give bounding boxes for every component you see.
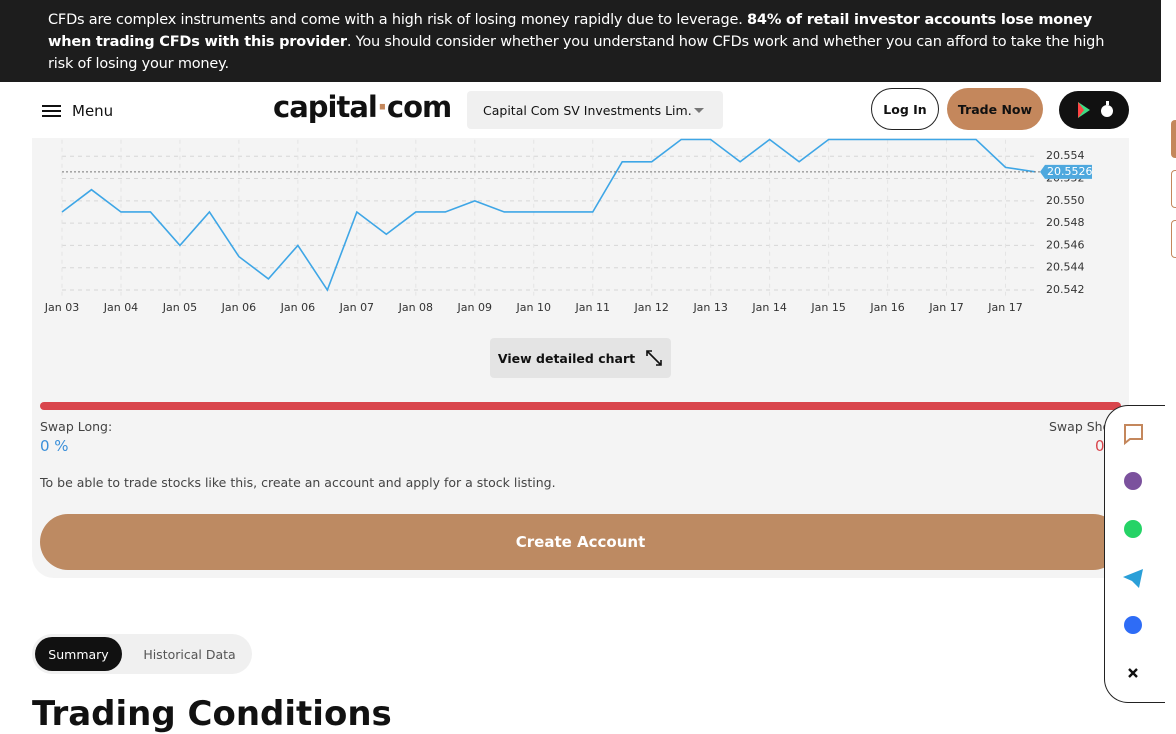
entity-select[interactable]: Capital Com SV Investments Lim... (467, 91, 723, 129)
detail-chart-label: View detailed chart (497, 350, 636, 366)
risk-text: CFDs are complex instruments and come wi… (48, 9, 1118, 75)
header: Menu capital·com Capital Com SV Investme… (0, 82, 1161, 138)
menu-label: Menu (72, 102, 114, 120)
y-tick-label: 20.544 (1046, 261, 1085, 274)
side-tab[interactable] (1171, 170, 1176, 208)
x-tick-label: Jan 12 (633, 301, 668, 314)
app-buttons[interactable] (1059, 91, 1129, 129)
messenger-icon[interactable] (1124, 616, 1142, 634)
y-tick-label: 20.548 (1046, 216, 1085, 229)
x-tick-label: Jan 16 (869, 301, 904, 314)
section-title: Trading Conditions (32, 694, 392, 734)
menu-button[interactable]: Menu (42, 100, 162, 122)
swap-long-value: 0 % (40, 437, 69, 455)
logo-left: capital (273, 90, 378, 124)
x-tick-label: Jan 11 (575, 301, 610, 314)
y-tick-label: 20.546 (1046, 238, 1085, 251)
risk-text-start: CFDs are complex instruments and come wi… (48, 12, 748, 28)
x-tick-label: Jan 14 (751, 301, 786, 314)
y-tick-label: 20.542 (1046, 283, 1085, 296)
y-tick-label: 20.554 (1046, 149, 1085, 162)
x-tick-label: Jan 17 (987, 301, 1022, 314)
store-icons (1078, 101, 1113, 118)
x-tick-label: Jan 13 (692, 301, 727, 314)
swap-bar (40, 402, 1121, 410)
x-tick-label: Jan 06 (221, 301, 256, 314)
current-price-tag (1040, 164, 1092, 179)
x-tick-label: Jan 05 (162, 301, 197, 314)
create-account-button[interactable]: Create Account (40, 514, 1121, 570)
current-price-label: 20.5526 (1047, 165, 1093, 178)
risk-banner: CFDs are complex instruments and come wi… (0, 0, 1161, 82)
x-tick-label: Jan 06 (280, 301, 315, 314)
side-tab[interactable] (1171, 220, 1176, 258)
logo[interactable]: capital·com (273, 90, 452, 124)
stock-note: To be able to trade stocks like this, cr… (40, 475, 556, 490)
expand-icon (646, 350, 662, 366)
tabs: Summary Historical Data (32, 634, 252, 674)
telegram-icon[interactable] (1123, 569, 1143, 588)
menu-icon (42, 105, 61, 117)
side-tab[interactable] (1171, 120, 1176, 158)
tab-summary[interactable]: Summary (35, 637, 122, 671)
x-tick-label: Jan 17 (928, 301, 963, 314)
price-chart: 20.55420.55220.55020.54820.54620.54420.5… (44, 131, 1093, 314)
close-icon[interactable] (1128, 668, 1138, 678)
dropdown-arrow (694, 108, 704, 113)
price-line (61, 138, 1036, 292)
logo-dot: · (376, 90, 388, 124)
tab-historical[interactable]: Historical Data (143, 646, 236, 662)
chat-icon[interactable] (1124, 424, 1143, 446)
logo-right: com (386, 90, 452, 124)
x-tick-label: Jan 07 (339, 301, 374, 314)
trade-button[interactable]: Trade Now (947, 88, 1043, 130)
detail-chart-button[interactable]: View detailed chart (490, 338, 671, 378)
contact-icons (1123, 424, 1143, 678)
x-tick-label: Jan 03 (44, 301, 79, 314)
viber-icon[interactable] (1124, 472, 1142, 490)
whatsapp-icon[interactable] (1124, 520, 1142, 538)
x-tick-label: Jan 10 (516, 301, 551, 314)
x-tick-label: Jan 08 (398, 301, 433, 314)
risk-text-end: . You should consider whether you unders… (48, 34, 1105, 72)
x-tick-label: Jan 04 (103, 301, 138, 314)
swap-long-label: Swap Long: (40, 419, 113, 434)
x-tick-label: Jan 09 (457, 301, 492, 314)
login-button[interactable]: Log In (871, 88, 939, 130)
x-tick-label: Jan 15 (810, 301, 845, 314)
contact-widget (1104, 405, 1165, 703)
y-tick-label: 20.550 (1046, 194, 1085, 207)
risk-text-bold: 84% of retail investor accounts lose mon… (48, 12, 1093, 50)
entity-label: Capital Com SV Investments Lim... (483, 102, 693, 118)
